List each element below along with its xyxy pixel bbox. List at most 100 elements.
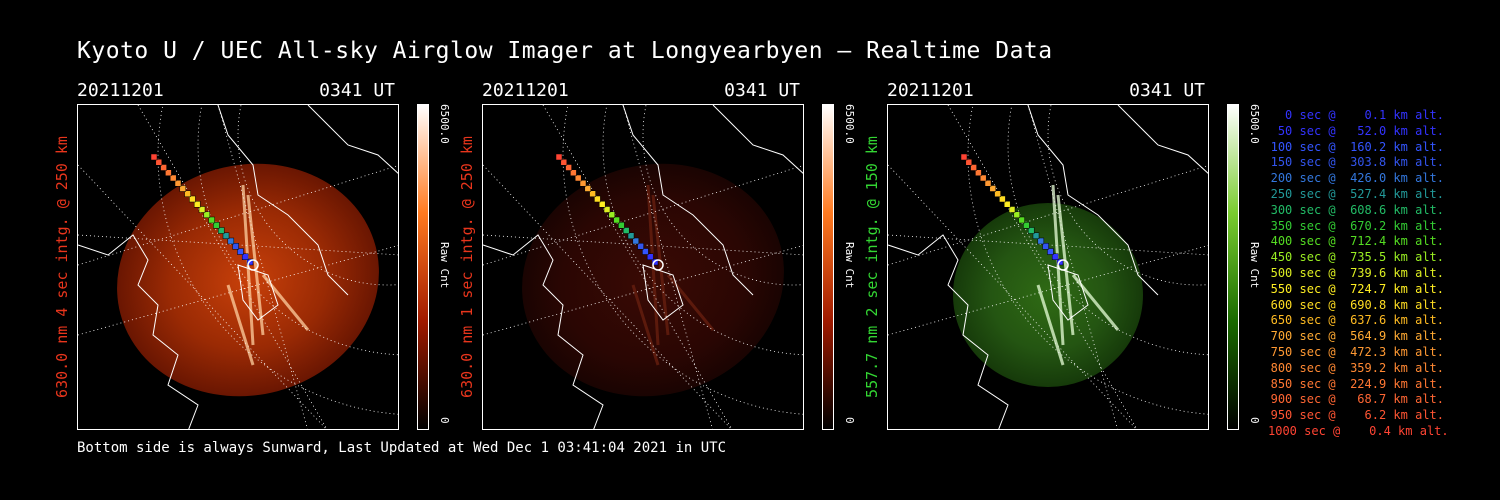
allsky-image: [482, 104, 804, 430]
legend-item: 0 sec @ 0.1 km alt.: [1285, 108, 1444, 122]
trajectory-marker: [975, 169, 982, 176]
trajectory-marker: [184, 190, 191, 197]
colorbar-unit: Raw Cnt: [438, 242, 451, 289]
coastline: [78, 105, 398, 429]
aurora-streak: [226, 284, 255, 366]
trajectory-marker: [613, 216, 620, 224]
trajectory-marker: [241, 253, 249, 260]
trajectory-marker: [1047, 248, 1054, 255]
trajectory-marker: [222, 232, 230, 239]
allsky-image: [77, 104, 399, 430]
colorbar: [417, 104, 429, 430]
longitude-line: [1027, 105, 1118, 429]
legend-item: 750 sec @ 472.3 km alt.: [1270, 344, 1444, 359]
latitude-circle: [157, 105, 398, 415]
trajectory-marker: [646, 253, 654, 260]
footer-note: Bottom side is always Sunward, Last Upda…: [77, 440, 727, 456]
wavelength-label: 557.7 nm 2 sec intg. @ 150 km: [863, 136, 881, 398]
trajectory-marker: [574, 174, 582, 182]
legend-item: 650 sec @ 637.6 km alt.: [1270, 313, 1444, 328]
longitude-line: [542, 105, 733, 429]
longitude-line: [137, 105, 328, 429]
aurora-streak: [631, 284, 660, 366]
trajectory-marker: [155, 159, 163, 166]
coastline: [888, 105, 1208, 429]
panel-date: 20211201: [887, 80, 974, 101]
trajectory-marker: [1027, 227, 1035, 234]
trajectory-marker: [555, 153, 563, 161]
trajectory-marker: [213, 222, 220, 229]
longitude-line: [78, 234, 398, 256]
legend-item: 950 sec @ 6.2 km alt.: [1270, 408, 1444, 423]
colorbar-unit: Raw Cnt: [1248, 242, 1261, 289]
trajectory-marker: [999, 195, 1006, 203]
trajectory-marker: [179, 185, 187, 192]
trajectory-marker: [150, 153, 158, 161]
legend-item: 900 sec @ 68.7 km alt.: [1270, 392, 1444, 407]
aurora-streak: [1071, 274, 1120, 331]
latitude-circle: [562, 105, 803, 415]
longitude-line: [888, 165, 1208, 266]
legend-item: 200 sec @ 426.0 km alt.: [1270, 171, 1444, 186]
trajectory-marker: [193, 201, 201, 208]
colorbar: [822, 104, 834, 430]
colorbar-max: 6500.0: [1248, 104, 1261, 144]
wavelength-label: 630.0 nm 4 sec intg. @ 250 km: [53, 136, 71, 398]
legend-item: 400 sec @ 712.4 km alt.: [1270, 234, 1444, 249]
legend-item: 600 sec @ 690.8 km alt.: [1270, 297, 1444, 312]
legend-item: 300 sec @ 608.6 km alt.: [1270, 202, 1444, 217]
longitude-line: [483, 164, 732, 429]
trajectory-marker: [1037, 237, 1045, 245]
longitude-line: [888, 234, 1208, 256]
trajectory-marker: [594, 195, 601, 203]
longitude-line: [483, 165, 803, 266]
trajectory-marker: [169, 174, 177, 182]
trajectory-marker: [637, 243, 644, 250]
longitude-line: [78, 164, 327, 429]
page-title: Kyoto U / UEC All-sky Airglow Imager at …: [77, 38, 1053, 64]
aurora-streak: [1056, 194, 1075, 336]
trajectory-marker: [618, 222, 625, 229]
legend-item: 500 sec @ 739.6 km alt.: [1270, 265, 1444, 280]
colorbar-max: 6500.0: [438, 104, 451, 144]
trajectory-marker: [174, 180, 182, 187]
panel-date: 20211201: [482, 80, 569, 101]
legend-item: 150 sec @ 303.8 km alt.: [1270, 155, 1444, 170]
trajectory-marker: [198, 206, 206, 213]
colorbar-zero: 0: [1248, 417, 1261, 424]
aurora-streak: [246, 194, 265, 336]
trajectory-marker: [1051, 253, 1059, 260]
trajectory-marker: [237, 248, 244, 255]
trajectory-marker: [1042, 243, 1049, 250]
trajectory-marker: [627, 232, 635, 239]
colorbar-zero: 0: [438, 417, 451, 424]
trajectory-marker: [246, 258, 254, 266]
trajectory-marker: [651, 258, 659, 266]
trajectory-marker: [1056, 258, 1064, 266]
legend-item: 100 sec @ 160.2 km alt.: [1270, 139, 1444, 154]
sky-disk: [522, 163, 784, 397]
legend-item: 50 sec @ 52.0 km alt.: [1277, 123, 1444, 138]
trajectory-marker: [960, 153, 968, 161]
trajectory-marker: [227, 237, 235, 245]
colorbar-zero: 0: [843, 417, 856, 424]
coastline: [483, 105, 803, 429]
trajectory-marker: [1013, 211, 1021, 218]
station-marker: [247, 259, 259, 271]
legend-item: 250 sec @ 527.4 km alt.: [1270, 186, 1444, 201]
panel-3: 20211201 0341 UT 557.7 nm 2 sec intg. @ …: [863, 80, 1287, 430]
latitude-circle: [967, 105, 1208, 415]
trajectory-marker: [217, 227, 225, 234]
trajectory-marker: [565, 164, 572, 171]
longitude-line: [78, 165, 398, 266]
aurora-streak: [1036, 284, 1065, 366]
trajectory-marker: [584, 185, 592, 192]
trajectory-marker: [1003, 201, 1011, 208]
allsky-image: [887, 104, 1209, 430]
trajectory-marker: [603, 206, 611, 213]
legend-item: 1000 sec @ 0.4 km alt.: [1268, 423, 1449, 438]
trajectory-marker: [189, 195, 196, 203]
legend-item: 450 sec @ 735.5 km alt.: [1270, 250, 1444, 265]
legend-item: 850 sec @ 224.9 km alt.: [1270, 376, 1444, 391]
trajectory-marker: [965, 159, 973, 166]
